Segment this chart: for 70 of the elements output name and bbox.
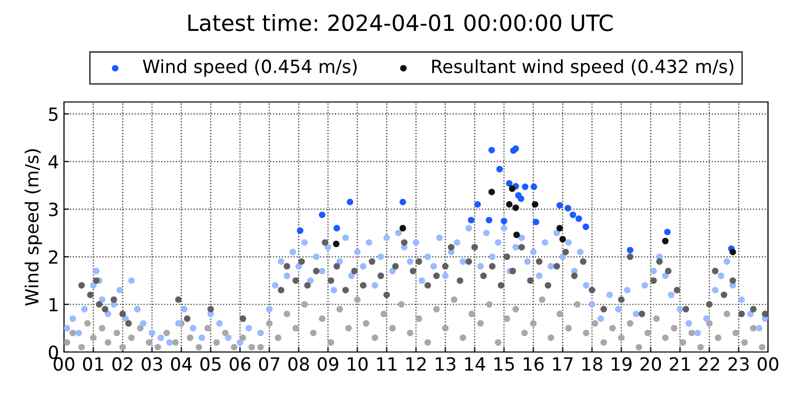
x-tick-label: 07 — [259, 357, 280, 371]
x-tick-label: 00 — [758, 357, 778, 371]
y-tick-label: 0 — [48, 345, 58, 360]
point — [626, 246, 634, 254]
point — [518, 195, 524, 202]
x-tick-label: 14 — [465, 357, 486, 371]
x-tick-label: 21 — [670, 357, 690, 371]
y-tick-label: 5 — [49, 108, 58, 122]
point — [730, 248, 736, 256]
y-axis-title: Wind speed (m/s) — [24, 149, 42, 306]
point — [559, 236, 566, 242]
point — [564, 204, 572, 212]
x-tick-label: 20 — [640, 357, 661, 371]
x-tick-label: 16 — [524, 357, 544, 371]
point — [512, 204, 519, 211]
x-tick-label: 12 — [406, 357, 426, 371]
point — [496, 166, 503, 172]
point — [576, 215, 582, 222]
y-tick-label: 2 — [48, 250, 58, 264]
y-tick-label: 1 — [50, 298, 58, 312]
x-tick-label: 01 — [83, 357, 104, 371]
x-tick-label: 08 — [288, 357, 309, 371]
point — [474, 201, 481, 208]
x-tick-label: 10 — [348, 357, 368, 371]
point — [508, 185, 516, 192]
x-tick-label: 02 — [112, 357, 132, 371]
x-tick-label: 11 — [377, 357, 396, 371]
point — [532, 218, 540, 226]
x-tick-label: 04 — [171, 357, 192, 371]
y-tick-label: 4 — [48, 155, 58, 168]
point — [513, 232, 520, 238]
point — [486, 216, 492, 224]
x-tick-label: 00 — [54, 357, 74, 371]
x-tick-label: 09 — [318, 357, 338, 371]
point — [662, 238, 669, 244]
x-tick-label: 22 — [699, 357, 720, 371]
x-tick-label: 03 — [142, 357, 162, 371]
chart-title: Latest time: 2024-04-01 00:00:00 UTC — [188, 14, 613, 32]
point — [506, 180, 513, 187]
x-tick-label: 17 — [553, 357, 573, 371]
point — [522, 184, 528, 190]
point — [468, 216, 474, 224]
point — [506, 201, 513, 208]
point — [296, 227, 304, 234]
point — [332, 240, 340, 248]
point — [664, 228, 671, 236]
point — [532, 201, 538, 208]
point — [570, 212, 576, 218]
x-tick-label: 15 — [494, 357, 514, 371]
legend-label: Wind speed (0.454 m/s) — [142, 59, 357, 77]
x-tick-label: 23 — [728, 357, 749, 371]
point — [488, 146, 495, 154]
point — [556, 202, 563, 209]
point — [556, 224, 563, 232]
x-tick-label: 05 — [200, 357, 221, 371]
legend-label: Resultant wind speed (0.432 m/s) — [432, 59, 734, 77]
x-tick-label: 18 — [582, 357, 602, 371]
x-tick-label: 19 — [612, 357, 632, 371]
point — [582, 224, 590, 230]
point — [400, 198, 406, 206]
point — [400, 224, 406, 232]
y-tick-label: 3 — [49, 202, 58, 216]
point — [530, 184, 538, 190]
x-tick-label: 13 — [436, 357, 456, 371]
point — [318, 212, 326, 218]
point — [346, 198, 354, 206]
point — [488, 188, 495, 196]
point — [334, 224, 340, 232]
point — [500, 218, 508, 224]
x-tick-label: 06 — [230, 357, 250, 371]
